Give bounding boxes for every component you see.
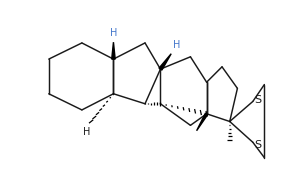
Polygon shape [112,42,115,59]
Text: S: S [254,140,261,150]
Text: S: S [254,95,261,105]
Polygon shape [197,113,208,131]
Text: H: H [83,127,90,137]
Polygon shape [159,54,171,70]
Text: H: H [110,28,117,38]
Text: H: H [173,40,180,50]
